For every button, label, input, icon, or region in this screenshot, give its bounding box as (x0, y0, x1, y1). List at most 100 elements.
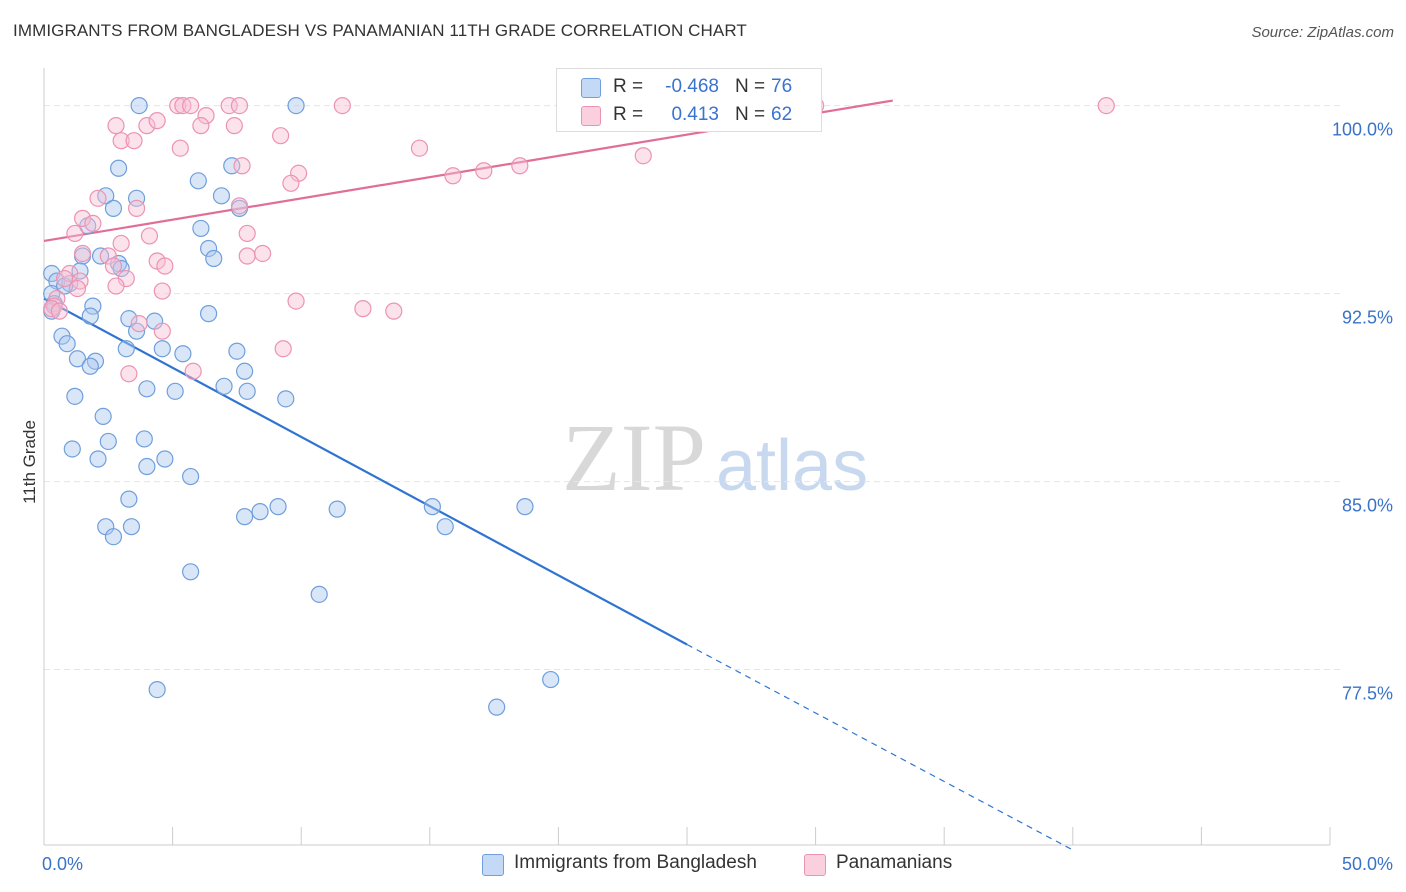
panamanian-point (73, 244, 92, 263)
bangladesh-point (89, 450, 107, 468)
panamanian-point (192, 117, 210, 135)
panamanian-point (66, 224, 84, 243)
gridlines (44, 105, 1340, 671)
panamanian-point (127, 199, 146, 217)
bangladesh-point (58, 335, 76, 353)
y-tick-label: 77.5% (1342, 684, 1393, 704)
legend-label-bangladesh: Immigrants from Bangladesh (514, 852, 757, 873)
panamanian-point (73, 209, 92, 227)
axes (43, 68, 1331, 846)
panamanian-point (89, 189, 107, 207)
panamanian-point (238, 224, 256, 243)
panamanian-point (225, 117, 243, 135)
panamanian-point (385, 302, 403, 320)
bangladesh-point (117, 340, 135, 358)
panamanian-point (230, 197, 249, 215)
panamanian-point (410, 139, 429, 157)
bangladesh-point (423, 498, 441, 516)
bangladesh-point (269, 498, 287, 516)
y-tick-label: 85.0% (1342, 496, 1393, 516)
bangladesh-point (120, 310, 138, 328)
bangladesh-point (228, 342, 246, 360)
panamanian-point (238, 247, 256, 265)
panamanian-point (282, 174, 300, 192)
bangladesh-point (200, 239, 218, 258)
panamanian-point (287, 292, 305, 310)
x-tick-label: 0.0% (42, 854, 83, 874)
panamanian-point (169, 96, 187, 115)
panamanian-point (182, 96, 200, 115)
panamanian-point (230, 96, 249, 115)
correlation-legend: R = -0.468 N = 76 R = 0.413 N = 62 (556, 68, 822, 132)
bangladesh-point (192, 219, 210, 238)
chart-title: IMMIGRANTS FROM BANGLADESH VS PANAMANIAN… (13, 21, 747, 40)
bangladesh-point (166, 382, 184, 400)
bangladesh-point (94, 407, 112, 425)
bangladesh-point (104, 528, 123, 546)
legend-n-value: 62 (771, 104, 793, 125)
panamanian-point (45, 297, 63, 315)
bangladesh-point (99, 432, 117, 451)
panamanian-point (68, 279, 87, 298)
panamanian-point (354, 300, 372, 318)
panamanian-point (50, 302, 69, 320)
bangladesh-point (436, 518, 454, 536)
panamanian-point (171, 139, 189, 157)
bangladesh-point (516, 498, 534, 516)
legend-label-panamanians: Panamanians (836, 852, 953, 873)
panamanian-point (475, 162, 493, 180)
bangladesh-point (310, 585, 328, 603)
panamanian-point (511, 157, 529, 175)
bangladesh-point (205, 249, 223, 268)
bangladesh-point (174, 345, 192, 363)
legend-r-value: -0.468 (665, 76, 719, 97)
bangladesh-point (215, 377, 233, 395)
panamanian-point (138, 117, 156, 135)
bangladesh-point (71, 262, 89, 280)
panamanian-point (254, 244, 272, 263)
panamanian-point (274, 340, 292, 358)
bangladesh-point (138, 380, 156, 398)
watermark-zip: ZIP (562, 404, 706, 511)
panamanian-point (104, 257, 123, 275)
legend-r-label: R = (613, 104, 644, 125)
bangladesh-point (130, 96, 148, 115)
bangladesh-point (84, 297, 102, 315)
legend-r-label: R = (613, 76, 644, 97)
bangladesh-point (236, 362, 254, 380)
bangladesh-point (182, 467, 200, 486)
bangladesh-point (236, 508, 254, 526)
panamanian-point (84, 214, 102, 232)
bangladesh-point (212, 187, 231, 205)
tick-labels: 77.5% 85.0% 92.5% 100.0% 0.0% 50.0% (42, 120, 1393, 874)
bangladesh-point (104, 199, 123, 217)
bangladesh-point (238, 382, 256, 400)
panamanian-point (125, 132, 143, 150)
data-points (43, 96, 1115, 716)
legend-n-label: N = (735, 76, 766, 97)
legend-row-bangladesh: R = -0.468 N = 76 (557, 73, 821, 101)
panamanian-point (197, 107, 215, 125)
bangladesh-point (148, 680, 166, 699)
bangladesh-point (153, 340, 171, 358)
panamanian-point (153, 322, 171, 340)
panamanian-point (444, 167, 462, 185)
bangladesh-point (43, 284, 61, 303)
chart-source: Source: ZipAtlas.com (1251, 24, 1394, 41)
bangladesh-point (120, 490, 138, 508)
bangladesh-point (277, 390, 295, 408)
y-tick-label: 92.5% (1342, 308, 1393, 328)
panamanian-point (112, 234, 130, 253)
panamanian-point (148, 112, 166, 130)
y-tick-label: 100.0% (1332, 120, 1393, 140)
bangladesh-point (81, 357, 99, 375)
bangladesh-point (63, 440, 81, 458)
panamanian-point (120, 365, 138, 383)
bangladesh-point (109, 159, 128, 177)
bangladesh-point (328, 500, 346, 518)
legend-n-value: 76 (771, 76, 793, 97)
bangladesh-point (182, 563, 200, 581)
panamanian-point (112, 132, 130, 150)
bangladesh-point (156, 450, 174, 468)
